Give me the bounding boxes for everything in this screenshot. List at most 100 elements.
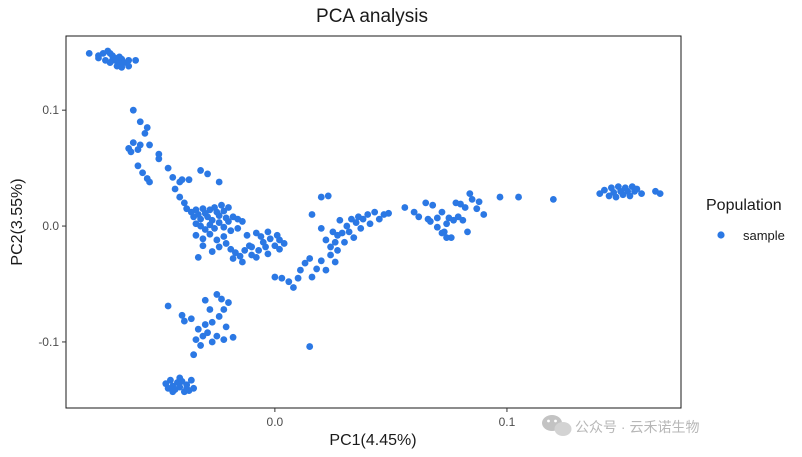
data-point [197,222,205,230]
data-point [227,227,235,235]
data-point [457,200,464,208]
data-point [612,193,620,201]
data-point [176,374,184,382]
data-point [197,215,205,223]
wechat-icon [542,415,572,436]
data-point [127,148,135,156]
data-point [204,329,211,337]
data-point [213,236,221,244]
data-point [225,218,232,225]
data-point [459,216,467,224]
data-point [132,56,140,64]
data-point [466,190,474,198]
data-point [450,216,457,224]
data-point [433,214,441,222]
data-point [190,384,198,392]
data-point [197,167,205,174]
data-point [176,383,184,391]
data-point [352,219,360,226]
data-point [317,193,325,201]
data-point [290,284,297,291]
data-point [129,139,137,147]
data-point [192,336,200,344]
data-point [461,204,469,211]
data-point [222,240,230,247]
y-tick-label: -0.1 [38,335,59,349]
data-point [136,141,144,149]
data-point [252,229,260,237]
data-point [601,186,608,194]
data-point [248,243,256,251]
data-point [276,245,283,253]
data-point [199,332,207,340]
data-point [194,325,202,333]
data-point [106,59,114,67]
data-point [129,106,137,114]
data-point [201,321,209,328]
data-point [327,251,334,259]
data-point [211,224,218,232]
data-point [225,299,232,306]
data-point [164,302,172,310]
data-point [220,336,228,344]
legend-entry-label: sample [743,228,785,243]
data-point [331,238,339,246]
data-point [220,223,228,231]
legend: Population sample [706,197,785,243]
data-point [171,185,179,193]
data-point [143,124,151,131]
data-point [605,192,613,200]
data-point [464,228,471,236]
data-point [350,234,358,242]
data-point [199,242,207,250]
data-point [218,201,225,209]
data-point [229,333,237,341]
data-point [633,185,641,193]
data-point [317,224,325,232]
data-point [95,54,102,62]
data-point [141,129,149,137]
data-point [178,176,186,184]
data-point [475,198,483,206]
data-point [271,242,279,250]
data-point [306,255,314,262]
data-point [236,252,244,260]
data-point [192,231,200,239]
data-point [206,221,214,229]
data-point [215,212,223,220]
data-point [232,249,239,257]
y-axis-ticks: -0.1 0.0 0.1 [38,103,66,349]
data-point [276,236,283,244]
data-point [266,235,274,243]
data-point [85,49,93,57]
data-point [215,243,223,251]
data-point [433,223,441,231]
data-point [357,224,365,232]
data-point [308,211,316,218]
data-point [229,255,237,262]
data-point [190,351,198,359]
data-point [187,315,195,323]
plot-panel [65,35,682,409]
data-point [139,169,146,177]
data-point [194,253,202,261]
data-point [238,218,246,225]
data-point [146,178,153,186]
data-point [155,155,163,163]
chart-title: PCA analysis [316,6,428,27]
data-point [220,207,228,215]
data-point [227,245,235,253]
data-point [322,236,330,244]
data-point [271,273,279,281]
data-point [345,228,353,236]
data-point [443,234,450,242]
data-point [364,211,372,218]
data-point [348,215,355,223]
data-point [375,215,383,223]
x-axis-ticks: 0.0 0.1 [267,408,516,429]
data-point [204,213,211,221]
data-point [180,317,188,325]
data-point [438,208,446,216]
data-point [255,246,263,254]
data-point [327,243,334,251]
